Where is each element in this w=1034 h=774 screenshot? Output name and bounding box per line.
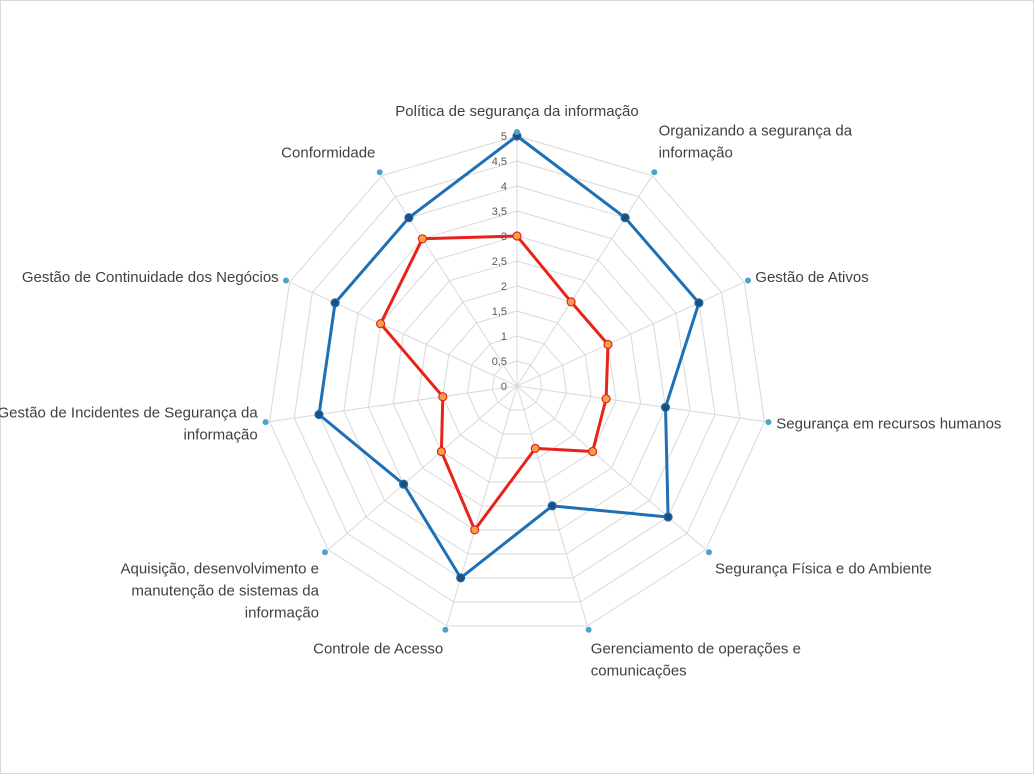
category-label: Controle de Acesso	[313, 640, 443, 657]
series-1-point	[660, 402, 671, 412]
category-label: Segurança em recursos humanos	[776, 415, 1001, 432]
radar-grid	[268, 135, 766, 627]
grid-spoke	[289, 281, 518, 387]
series-1-point	[330, 298, 340, 308]
grid-spoke	[516, 385, 707, 551]
series-2-point	[601, 394, 611, 404]
grid-ring	[491, 360, 543, 411]
axis-end-marker	[283, 277, 289, 284]
axis-end-marker	[514, 129, 520, 135]
category-label: Política de segurança da informação	[395, 103, 638, 120]
tick-label: 0	[501, 381, 507, 393]
grid-ring	[268, 135, 766, 627]
category-label: Gestão de Continuidade dos Negócios	[22, 269, 279, 286]
grid-ring	[367, 235, 667, 531]
tick-label: 1,5	[492, 306, 507, 318]
series-2-point	[603, 339, 613, 350]
tick-label: 1	[501, 331, 507, 343]
series-2-point	[587, 446, 598, 457]
axis-end-marker	[442, 626, 449, 633]
series-1-point	[404, 213, 414, 223]
category-label: Gestão de Ativos	[755, 269, 868, 286]
series-2-point	[566, 297, 576, 307]
tick-label: 4,5	[492, 156, 507, 168]
series-2-point	[438, 392, 448, 402]
series-2-point	[530, 443, 540, 453]
grid-ring	[293, 160, 741, 603]
tick-label: 0,5	[492, 356, 507, 368]
grid-spoke	[381, 175, 518, 387]
category-label: Organizando a segurança da informação	[659, 123, 853, 162]
axis-end-marker	[262, 419, 269, 426]
tick-label: 2	[501, 281, 507, 293]
category-labels: Política de segurança da informação Organ…	[0, 103, 1001, 679]
series-2-point	[470, 525, 480, 535]
category-label: Aquisição, desenvolvimento e manutenção d…	[121, 561, 320, 622]
grid-spoke	[516, 385, 765, 423]
series-1-point	[663, 512, 673, 522]
grid-ring	[392, 260, 642, 507]
series-2-point	[417, 234, 427, 244]
series-1-point	[314, 409, 324, 420]
axis-end-marker	[745, 277, 751, 284]
axis-end-marker	[706, 549, 712, 556]
series-line-2	[379, 234, 610, 532]
series-line-1	[317, 134, 701, 580]
grid-spoke	[269, 385, 518, 423]
series-1-point	[547, 501, 557, 511]
series-1-point	[694, 298, 704, 308]
tick-label: 2,5	[492, 256, 507, 268]
grid-ring	[442, 310, 592, 459]
tick-label: 5	[501, 131, 507, 143]
axis-end-marker	[585, 626, 592, 633]
axis-end-marker	[376, 169, 383, 176]
axis-end-marker	[651, 169, 658, 176]
radar-series	[314, 131, 704, 583]
category-label: Gerenciamento de operações e comunicações	[591, 640, 801, 679]
grid-spoke	[327, 385, 518, 551]
series-1-point	[620, 213, 630, 223]
grid-ring	[466, 335, 568, 435]
series-1-point	[399, 479, 409, 489]
series-2-point	[512, 231, 522, 241]
axis-end-marker	[322, 549, 328, 556]
radial-tick-labels: 00,511,522,533,544,55	[492, 131, 507, 393]
series-2-point	[436, 446, 446, 457]
category-label: Segurança Física e do Ambiente	[715, 561, 932, 578]
category-label: Conformidade	[281, 145, 375, 162]
grid-spoke	[446, 385, 518, 627]
series-2-point	[376, 319, 386, 329]
axis-end-marker	[765, 419, 772, 426]
grid-spoke	[516, 281, 745, 387]
grid-ring	[343, 210, 691, 555]
tick-label: 4	[501, 181, 507, 193]
category-label: Gestão de Incidentes de Segurança da info…	[0, 404, 258, 443]
grid-spoke	[516, 175, 653, 387]
tick-label: 3,5	[492, 206, 507, 218]
series-1-point	[456, 573, 466, 583]
